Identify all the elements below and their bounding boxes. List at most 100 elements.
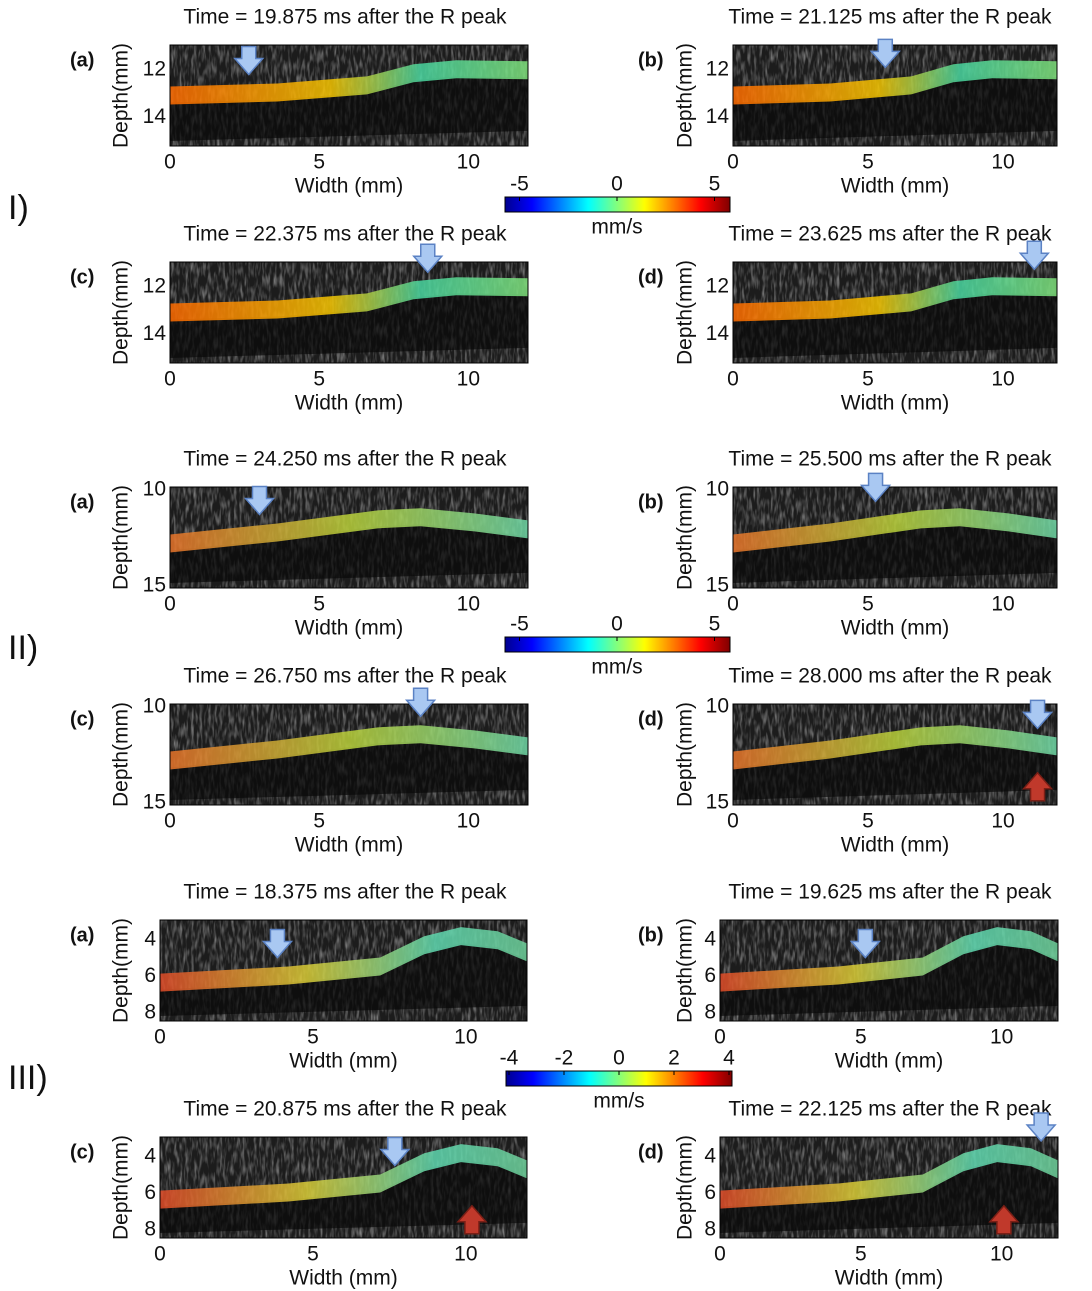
x-tick-label: 0 — [727, 810, 739, 833]
x-tick-label: 0 — [714, 1243, 726, 1266]
x-tick-label: 10 — [991, 810, 1014, 833]
y-tick-label: 8 — [704, 1001, 716, 1024]
down-arrow — [233, 45, 265, 76]
down-arrow — [1025, 1112, 1057, 1143]
y-tick-label: 6 — [704, 1181, 716, 1204]
image-frame — [169, 44, 529, 147]
x-axis-label: Width (mm) — [289, 1267, 398, 1290]
y-tick-label: 6 — [704, 964, 716, 987]
image-frame — [159, 919, 528, 1022]
y-tick-label: 14 — [143, 105, 167, 128]
velocity-band — [733, 508, 1057, 553]
image-frame — [719, 1136, 1059, 1239]
velocity-band — [170, 508, 528, 553]
velocity-band — [733, 277, 1057, 322]
x-axis-label: Width (mm) — [835, 1267, 944, 1290]
group-label: II) — [8, 629, 38, 667]
x-axis-label: Width (mm) — [841, 175, 950, 198]
velocity-band — [170, 277, 528, 322]
velocity-band — [170, 725, 528, 770]
y-tick-label: 14 — [706, 322, 730, 345]
y-tick-label: 6 — [144, 1181, 156, 1204]
x-tick-label: 10 — [990, 1026, 1013, 1049]
x-tick-label: 0 — [164, 368, 176, 391]
up-arrow — [1021, 771, 1054, 802]
y-axis-label: Depth(mm) — [674, 702, 697, 807]
y-tick-label: 10 — [143, 695, 166, 718]
down-arrow — [243, 485, 276, 516]
x-tick-label: 0 — [727, 151, 739, 174]
panel-title: Time = 28.000 ms after the R peak — [728, 665, 1052, 688]
x-tick-label: 5 — [855, 1026, 867, 1049]
colorbar-unit: mm/s — [593, 1090, 644, 1113]
x-tick-label: 5 — [862, 810, 874, 833]
down-arrow — [379, 1136, 411, 1167]
y-axis-label: Depth(mm) — [110, 702, 133, 807]
dark-lumen — [720, 1160, 1058, 1233]
image-frame — [732, 703, 1058, 806]
dark-lumen — [170, 76, 528, 141]
colorbar-unit: mm/s — [591, 216, 642, 239]
x-tick-label: 0 — [164, 151, 176, 174]
x-axis-label: Width (mm) — [295, 834, 404, 857]
dark-lumen — [170, 293, 528, 358]
dark-lumen — [733, 524, 1057, 583]
down-arrow — [404, 687, 437, 718]
x-axis-label: Width (mm) — [295, 392, 404, 415]
dark-lumen — [733, 741, 1057, 800]
y-tick-label: 15 — [706, 791, 729, 814]
y-tick-label: 14 — [143, 322, 167, 345]
x-tick-label: 5 — [862, 151, 874, 174]
panel-title: Time = 22.125 ms after the R peak — [728, 1098, 1052, 1121]
panel-title: Time = 19.875 ms after the R peak — [183, 6, 507, 29]
panel-label: (d) — [638, 1141, 664, 1163]
y-axis-label: Depth(mm) — [110, 43, 133, 148]
y-tick-label: 8 — [704, 1218, 716, 1241]
dark-lumen — [733, 293, 1057, 358]
velocity-band — [733, 60, 1057, 105]
down-arrow — [1018, 240, 1050, 271]
panel-title: Time = 19.625 ms after the R peak — [728, 881, 1052, 904]
y-axis-label: Depth(mm) — [110, 1135, 133, 1240]
y-axis-label: Depth(mm) — [110, 260, 133, 365]
x-axis-label: Width (mm) — [841, 617, 950, 640]
y-tick-label: 10 — [706, 478, 729, 501]
panel-label: (d) — [638, 266, 664, 288]
y-tick-label: 14 — [706, 105, 730, 128]
group-label: III) — [8, 1059, 48, 1097]
down-arrow — [869, 38, 901, 69]
colorbar-tick-label: 0 — [613, 1047, 625, 1070]
panel-label: (a) — [70, 49, 94, 71]
velocity-band — [160, 927, 527, 992]
down-arrow — [849, 928, 881, 959]
x-axis-label: Width (mm) — [295, 617, 404, 640]
panel-title: Time = 22.375 ms after the R peak — [183, 223, 507, 246]
x-tick-label: 5 — [313, 593, 325, 616]
panel-title: Time = 23.625 ms after the R peak — [728, 223, 1052, 246]
image-frame — [732, 486, 1058, 589]
x-tick-label: 5 — [313, 368, 325, 391]
image-frame — [159, 1136, 528, 1239]
up-arrow — [456, 1204, 488, 1235]
down-arrow — [859, 472, 892, 503]
dark-lumen — [720, 943, 1058, 1016]
x-tick-label: 0 — [714, 1026, 726, 1049]
x-tick-label: 10 — [454, 1026, 477, 1049]
x-tick-label: 10 — [991, 593, 1014, 616]
dark-lumen — [160, 1160, 527, 1233]
image-frame — [169, 703, 529, 806]
image-frame — [169, 486, 529, 589]
panel-title: Time = 25.500 ms after the R peak — [728, 448, 1052, 471]
y-axis-label: Depth(mm) — [674, 1135, 697, 1240]
y-axis-label: Depth(mm) — [674, 260, 697, 365]
panel-title: Time = 18.375 ms after the R peak — [183, 881, 507, 904]
y-tick-label: 12 — [706, 58, 729, 81]
colorbar-tick-label: 4 — [723, 1047, 735, 1070]
y-axis-label: Depth(mm) — [110, 485, 133, 590]
panel-title: Time = 20.875 ms after the R peak — [183, 1098, 507, 1121]
panel-label: (b) — [638, 924, 664, 946]
panel-title: Time = 26.750 ms after the R peak — [183, 665, 507, 688]
y-tick-label: 8 — [144, 1001, 156, 1024]
colorbar-tick-label: -5 — [510, 613, 529, 636]
x-tick-label: 10 — [457, 368, 480, 391]
